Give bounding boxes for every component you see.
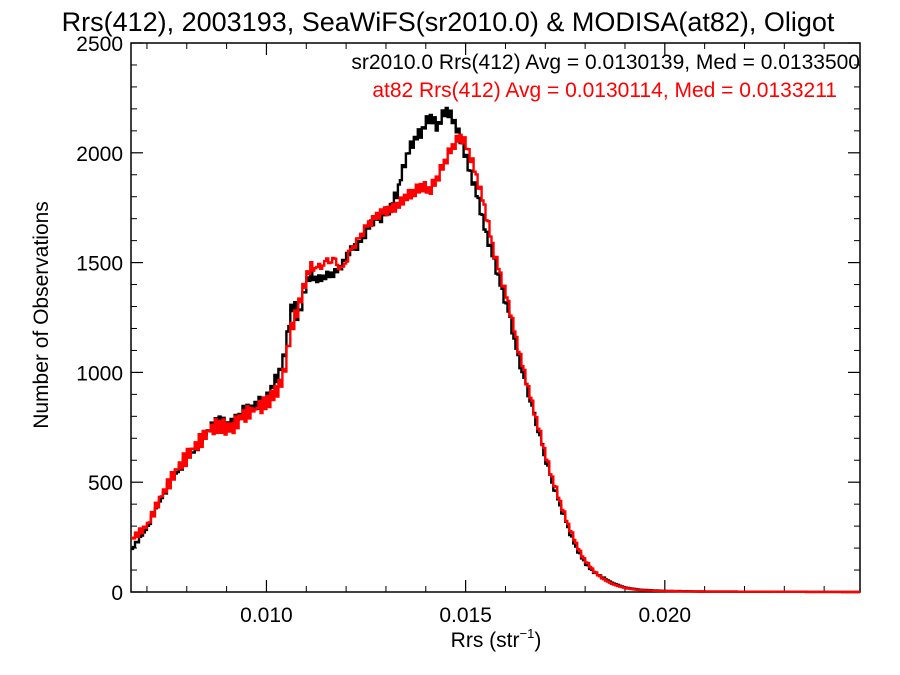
y-tick-label: 2500 xyxy=(76,33,123,56)
series-layer xyxy=(131,106,860,594)
annotation-at82: at82 Rrs(412) Avg = 0.0130114, Med = 0.0… xyxy=(372,79,837,102)
plot-frame xyxy=(130,42,861,593)
x-axis-label-close: ) xyxy=(534,629,541,652)
y-tick-label: 1500 xyxy=(76,253,123,276)
x-tick-label: 0.010 xyxy=(240,604,293,627)
y-tick-label: 500 xyxy=(88,472,123,495)
y-tick-label: 2000 xyxy=(76,143,123,166)
y-axis-label: Number of Observations xyxy=(30,201,53,429)
x-tick-label: 0.020 xyxy=(639,604,692,627)
y-tick-label: 0 xyxy=(111,582,123,605)
chart-title: Rrs(412), 2003193, SeaWiFS(sr2010.0) & M… xyxy=(62,7,835,37)
y-tick-label: 1000 xyxy=(76,362,123,385)
annotation-sr2010: sr2010.0 Rrs(412) Avg = 0.0130139, Med =… xyxy=(351,51,860,74)
series-line-sr2010.0 xyxy=(131,106,860,594)
x-axis-label-superscript: −1 xyxy=(520,626,535,641)
x-axis-label: Rrs (str−1) xyxy=(451,626,542,652)
axis-ticks: 0.010 0.015 0.020 0 500 1000 1500 2000 2500 xyxy=(76,33,860,627)
series-line-at82 xyxy=(131,133,860,594)
x-axis-label-main: Rrs (str xyxy=(451,629,520,652)
x-tick-label: 0.015 xyxy=(439,604,492,627)
